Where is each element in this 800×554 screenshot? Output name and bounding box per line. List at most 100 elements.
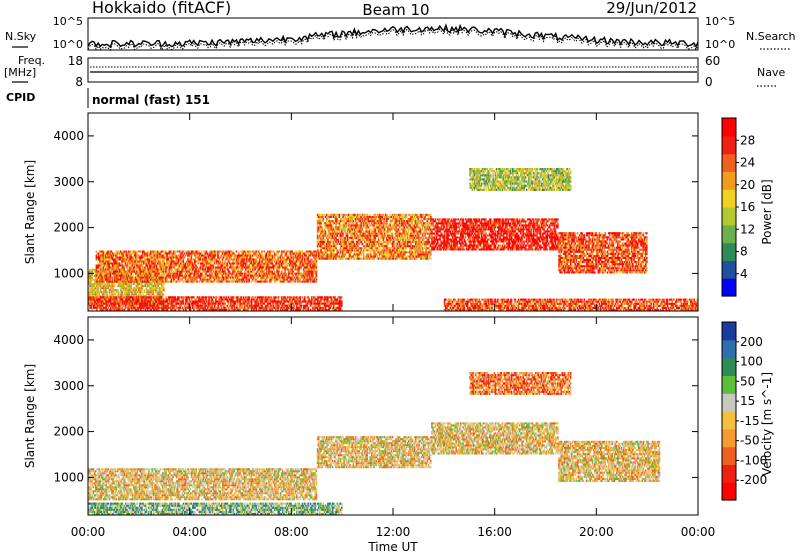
heatmap-cell	[341, 247, 343, 250]
heatmap-cell	[359, 213, 362, 216]
heatmap-cell	[332, 228, 335, 231]
heatmap-cell	[175, 254, 178, 257]
heatmap-cell	[120, 289, 122, 292]
heatmap-cell	[347, 240, 350, 243]
heatmap-cell	[124, 270, 127, 273]
heatmap-cell	[290, 276, 292, 279]
heatmap-cell	[205, 258, 208, 261]
heatmap-cell	[184, 272, 187, 275]
heatmap-cell	[211, 256, 213, 259]
heatmap-cell	[174, 252, 176, 255]
heatmap-cell	[241, 274, 244, 277]
heatmap-cell	[241, 256, 244, 259]
heatmap-cell	[238, 272, 240, 275]
heatmap-cell	[247, 268, 249, 271]
heatmap-cell	[309, 264, 312, 267]
heatmap-cell	[143, 278, 145, 281]
heatmap-cell	[290, 268, 292, 271]
heatmap-cell	[261, 268, 263, 271]
heatmap-cell	[132, 252, 135, 255]
heatmap-cell	[238, 274, 240, 277]
heatmap-cell	[328, 255, 330, 258]
heatmap-cell	[102, 262, 105, 265]
heatmap-cell	[189, 278, 191, 281]
heatmap-cell	[130, 280, 132, 283]
heatmap-cell	[256, 274, 259, 277]
heatmap-cell	[257, 276, 260, 279]
heatmap-cell	[298, 252, 300, 255]
heatmap-cell	[88, 281, 90, 284]
heatmap-cell	[307, 260, 310, 263]
heatmap-cell	[406, 243, 409, 246]
heatmap-cell	[157, 270, 159, 273]
heatmap-cell	[316, 247, 319, 250]
heatmap-cell	[154, 260, 157, 263]
heatmap-cell	[136, 266, 138, 269]
heatmap-cell	[335, 226, 337, 229]
freq-left-label-1: Freq.	[18, 54, 45, 67]
heatmap-cell	[273, 274, 276, 277]
heatmap-cell	[206, 262, 209, 265]
heatmap-cell	[335, 247, 337, 250]
heatmap-cell	[254, 252, 256, 255]
heatmap-cell	[309, 274, 312, 277]
heatmap-cell	[326, 253, 328, 256]
heatmap-cell	[219, 262, 222, 265]
heatmap-cell	[251, 258, 254, 261]
heatmap-cell	[220, 254, 223, 257]
heatmap-cell	[330, 245, 333, 248]
heatmap-cell	[241, 266, 244, 269]
heatmap-cell	[329, 243, 332, 246]
heatmap-cell	[205, 272, 208, 275]
heatmap-cell	[124, 254, 127, 257]
heatmap-cell	[217, 254, 219, 257]
heatmap-cell	[316, 255, 319, 258]
heatmap-cell	[306, 252, 308, 255]
heatmap-cell	[150, 266, 152, 269]
heatmap-cell	[402, 247, 404, 250]
heatmap-cell	[139, 276, 142, 279]
heatmap-cell	[357, 220, 359, 223]
heatmap-cell	[179, 278, 181, 281]
heatmap-cell	[332, 243, 335, 246]
heatmap-cell	[155, 260, 158, 263]
heatmap-cell	[146, 289, 149, 292]
heatmap-cell	[305, 260, 307, 263]
heatmap-cell	[314, 266, 316, 269]
heatmap-cell	[118, 256, 121, 259]
heatmap-cell	[338, 253, 341, 256]
heatmap-cell	[304, 270, 306, 273]
heatmap-cell	[297, 268, 299, 271]
heatmap-cell	[302, 278, 305, 281]
heatmap-cell	[332, 222, 335, 225]
heatmap-cell	[368, 253, 371, 256]
heatmap-cell	[116, 285, 119, 288]
heatmap-cell	[256, 280, 259, 283]
heatmap-cell	[346, 236, 349, 239]
heatmap-cell	[357, 247, 359, 250]
heatmap-cell	[113, 289, 115, 292]
heatmap-cell	[91, 279, 94, 281]
heatmap-cell	[110, 256, 113, 259]
heatmap-cell	[125, 270, 128, 273]
heatmap-cell	[138, 254, 141, 257]
heatmap-cell	[159, 278, 161, 281]
heatmap-cell	[174, 274, 176, 277]
heatmap-cell	[341, 257, 343, 260]
heatmap-cell	[187, 260, 189, 263]
heatmap-cell	[144, 285, 147, 288]
heatmap-cell	[353, 251, 356, 254]
heatmap-cell	[339, 226, 342, 229]
heatmap-cell	[157, 280, 159, 283]
heatmap-cell	[118, 274, 121, 277]
heatmap-cell	[129, 250, 131, 253]
heatmap-cell	[343, 236, 345, 239]
heatmap-cell	[312, 280, 314, 283]
heatmap-cell	[127, 291, 129, 294]
heatmap-cell	[347, 224, 350, 227]
heatmap-cell	[123, 293, 126, 296]
heatmap-cell	[238, 258, 240, 261]
heatmap-cell	[289, 270, 291, 273]
heatmap-cell	[338, 236, 341, 239]
heatmap-cell	[309, 252, 312, 255]
